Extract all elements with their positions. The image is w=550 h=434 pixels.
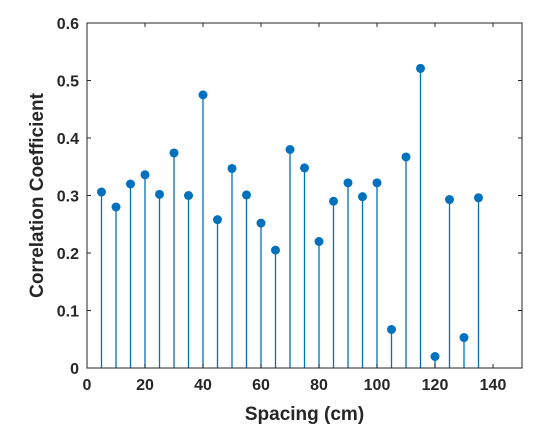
x-tick-label: 40	[194, 377, 212, 394]
stem-marker	[430, 352, 440, 361]
stem-marker	[372, 178, 382, 188]
stem-marker	[343, 178, 353, 188]
stem-marker	[111, 202, 121, 212]
stem-marker	[198, 90, 208, 100]
x-tick-label: 80	[310, 377, 328, 394]
y-tick-label: 0.4	[57, 131, 79, 148]
stem-marker	[184, 191, 193, 200]
stem-marker	[300, 163, 309, 173]
stem-marker	[227, 163, 237, 173]
x-tick-label: 120	[422, 377, 449, 394]
stem-marker	[387, 324, 396, 334]
stem-marker	[169, 148, 179, 158]
y-tick-label: 0.1	[57, 304, 79, 321]
x-tick-label: 100	[364, 377, 391, 394]
x-tick-label: 0	[83, 377, 92, 394]
x-tick-label: 20	[136, 377, 154, 394]
stem-marker	[271, 245, 280, 255]
stem-marker	[416, 63, 425, 73]
stem-marker	[285, 145, 295, 154]
stem-marker	[445, 195, 454, 205]
x-tick-label: 60	[252, 377, 270, 394]
stem-marker	[213, 215, 222, 225]
y-tick-label: 0.3	[57, 189, 79, 206]
stem-marker	[155, 189, 164, 199]
x-axis-label: Spacing (cm)	[245, 404, 364, 425]
stem-marker	[329, 196, 338, 206]
stem-marker	[358, 192, 367, 202]
y-axis-label: Correlation Coefficient	[27, 92, 48, 297]
stem-marker	[126, 179, 135, 189]
y-tick-label: 0	[70, 361, 79, 378]
stem-marks	[97, 63, 483, 368]
stem-marker	[256, 218, 266, 228]
stem-marker	[401, 152, 411, 162]
x-axis-ticks: 0 20 40 60 80 100 120 140	[83, 23, 507, 394]
y-tick-label: 0.6	[57, 16, 79, 33]
y-axis-ticks: 0 0.1 0.2 0.3 0.4 0.5 0.6	[57, 16, 522, 378]
y-tick-label: 0.5	[57, 74, 79, 91]
x-tick-label: 140	[480, 377, 507, 394]
stem-marker	[242, 190, 251, 200]
stem-marker	[474, 193, 483, 203]
stem-marker	[140, 170, 150, 180]
stem-marker	[459, 333, 469, 343]
stem-marker	[97, 187, 106, 197]
stem-marker	[314, 237, 324, 246]
y-tick-label: 0.2	[57, 246, 79, 263]
